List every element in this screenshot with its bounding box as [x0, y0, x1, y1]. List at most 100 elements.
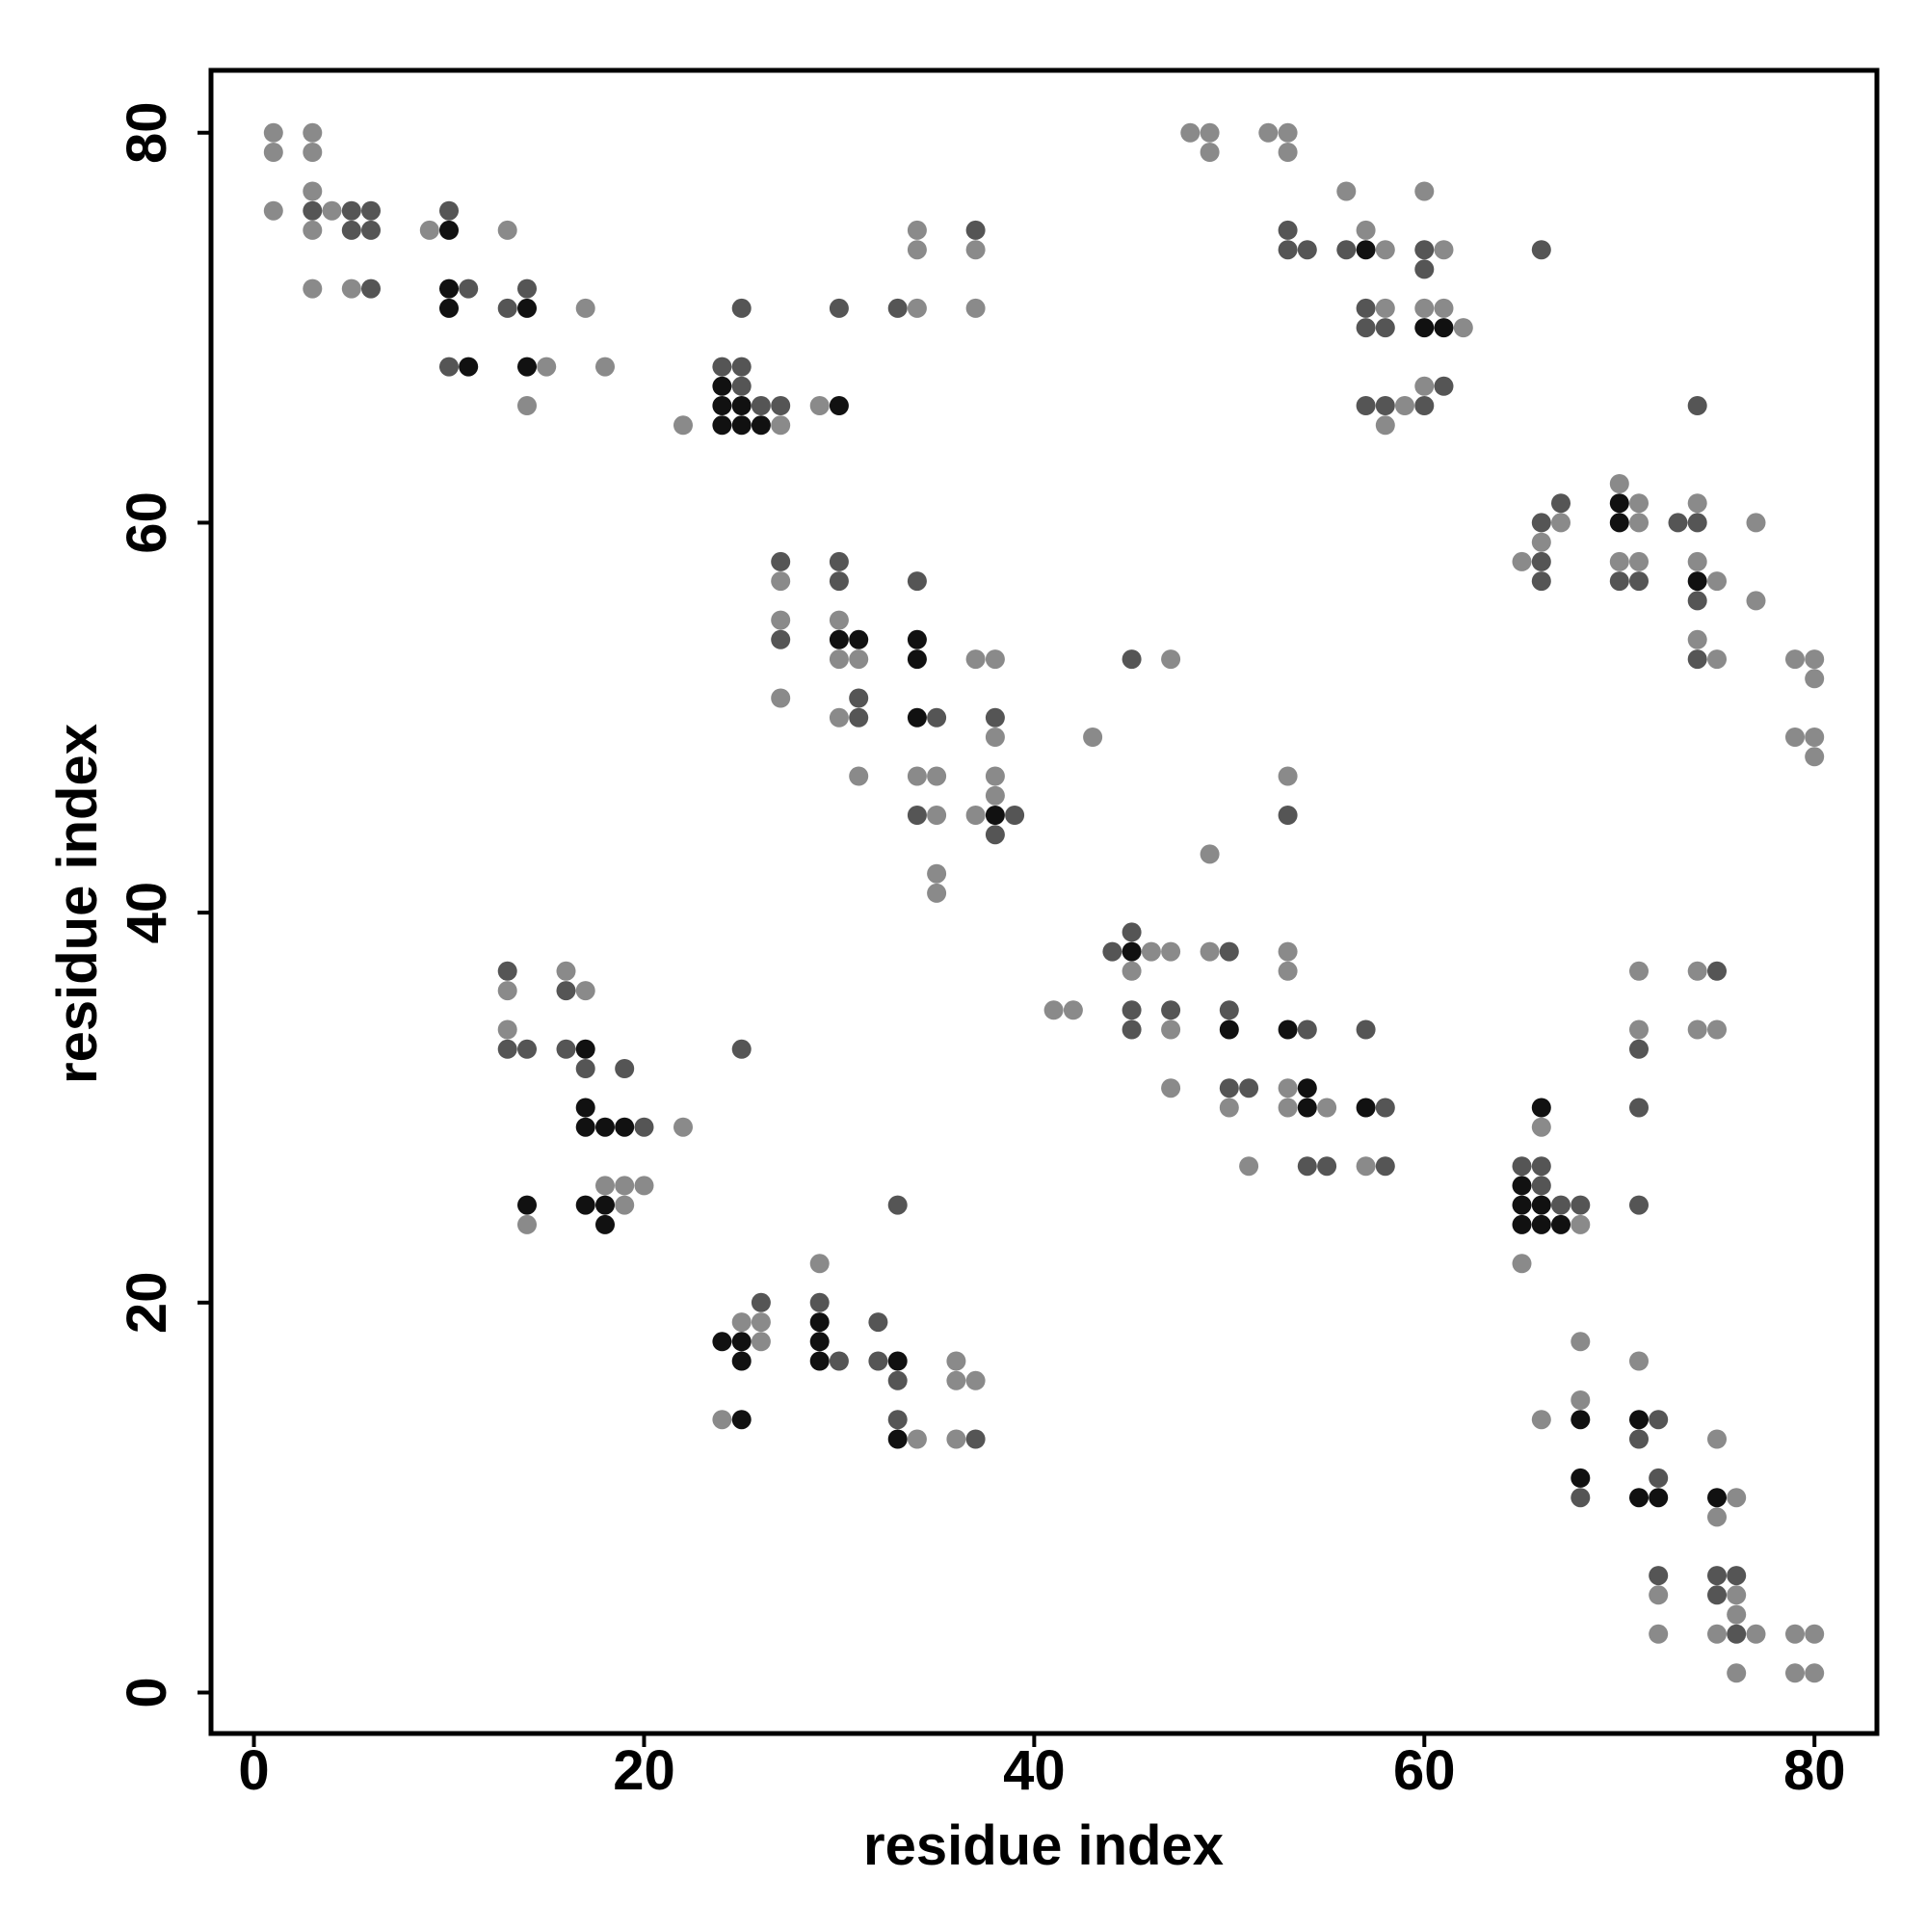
contact-point	[712, 376, 732, 396]
contact-point	[731, 1410, 752, 1430]
contact-point	[829, 1351, 849, 1371]
contact-point	[965, 298, 986, 318]
contact-point	[1649, 1566, 1669, 1586]
contact-point	[829, 707, 849, 728]
contact-point	[1571, 1390, 1591, 1410]
contact-point	[1629, 513, 1649, 533]
contact-point	[1609, 571, 1629, 592]
contact-point	[965, 220, 986, 240]
contact-point	[965, 1370, 986, 1390]
contact-point	[731, 1312, 752, 1333]
contact-point	[1356, 220, 1376, 240]
contact-point	[615, 1117, 635, 1137]
contact-point	[829, 649, 849, 670]
contact-point	[771, 571, 791, 592]
contact-point	[1200, 844, 1220, 864]
contact-point	[1687, 649, 1707, 670]
contact-point	[985, 649, 1005, 670]
y-tick-label: 0	[116, 1677, 178, 1707]
contact-point	[1707, 1585, 1727, 1605]
contact-point	[887, 1351, 908, 1371]
contact-point	[1687, 1019, 1707, 1040]
contact-point	[751, 396, 771, 415]
contact-point	[1785, 728, 1805, 747]
contact-point	[712, 357, 732, 377]
contact-point	[887, 1195, 908, 1215]
contact-point	[1356, 396, 1376, 415]
contact-point	[1161, 1078, 1181, 1098]
contact-point	[1805, 728, 1825, 747]
contact-point	[1687, 961, 1707, 981]
contact-point	[341, 278, 361, 299]
contact-point	[537, 357, 557, 377]
contact-point	[1629, 1410, 1649, 1430]
contact-point	[1727, 1624, 1747, 1644]
contact-point	[1571, 1488, 1591, 1508]
contact-point	[595, 1176, 615, 1196]
contact-point	[575, 1117, 595, 1137]
contact-point	[731, 1332, 752, 1352]
contact-point	[1629, 551, 1649, 571]
x-tick-label: 0	[238, 1739, 269, 1802]
contact-point	[1531, 1176, 1551, 1196]
contact-point	[1122, 922, 1142, 942]
contact-point	[1687, 591, 1707, 611]
contact-point	[1531, 1410, 1551, 1430]
contact-point	[1434, 376, 1454, 396]
contact-point	[868, 1351, 888, 1371]
contact-point	[1043, 1000, 1064, 1020]
contact-point	[1161, 1019, 1181, 1040]
contact-point	[1258, 122, 1279, 143]
contact-point	[1531, 513, 1551, 533]
contact-point	[1531, 240, 1551, 260]
contact-point	[809, 1351, 830, 1371]
contact-point	[1512, 1214, 1532, 1234]
contact-point	[1531, 1214, 1551, 1234]
contact-point	[1785, 1624, 1805, 1644]
contact-point	[459, 278, 479, 299]
contact-point	[771, 415, 791, 436]
contact-point	[809, 1292, 830, 1312]
contact-point	[849, 766, 869, 786]
x-tick-label: 20	[613, 1739, 675, 1802]
contact-point	[771, 629, 791, 649]
contact-point	[1356, 1019, 1376, 1040]
contact-point	[1122, 1019, 1142, 1040]
contact-point	[1629, 1488, 1649, 1508]
contact-point	[907, 1429, 927, 1449]
contact-point	[712, 415, 732, 436]
contact-point	[517, 357, 537, 377]
data-points	[263, 122, 1825, 1683]
contact-point	[1531, 551, 1551, 571]
contact-point	[1356, 298, 1376, 318]
contact-point	[1531, 1098, 1551, 1118]
contact-point	[731, 357, 752, 377]
contact-point	[1571, 1214, 1591, 1234]
contact-point	[439, 278, 459, 299]
contact-point	[1278, 122, 1298, 143]
contact-point	[1414, 318, 1435, 338]
contact-point	[1746, 591, 1766, 611]
contact-point	[1629, 571, 1649, 592]
contact-point	[985, 825, 1005, 845]
contact-point	[322, 200, 342, 221]
contact-point	[1746, 1624, 1766, 1644]
contact-point	[1551, 1195, 1571, 1215]
contact-point	[303, 181, 323, 201]
contact-point	[1571, 1468, 1591, 1488]
contact-point	[907, 806, 927, 825]
contact-point	[1805, 747, 1825, 767]
contact-point	[1278, 1078, 1298, 1098]
contact-point	[1531, 1156, 1551, 1177]
contact-point	[1687, 493, 1707, 514]
contact-point	[1687, 571, 1707, 592]
contact-point	[965, 240, 986, 260]
contact-point	[1707, 1019, 1727, 1040]
contact-point	[1219, 1078, 1239, 1098]
contact-point	[1278, 766, 1298, 786]
contact-point	[1629, 1195, 1649, 1215]
contact-point	[731, 415, 752, 436]
contact-point	[1551, 493, 1571, 514]
contact-point	[751, 1292, 771, 1312]
contact-point	[907, 571, 927, 592]
